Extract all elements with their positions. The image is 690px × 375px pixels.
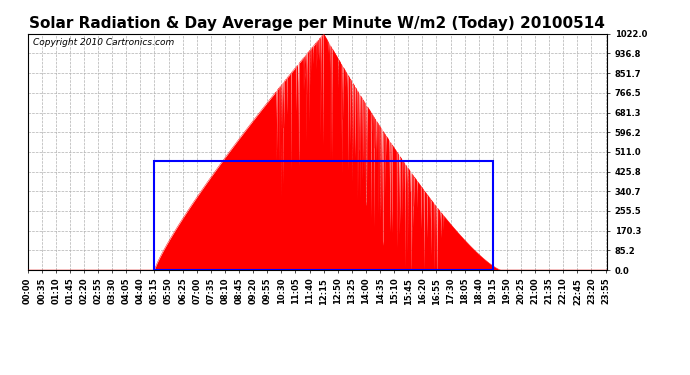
Bar <box>155 161 493 270</box>
Text: Copyright 2010 Cartronics.com: Copyright 2010 Cartronics.com <box>33 39 175 48</box>
Title: Solar Radiation & Day Average per Minute W/m2 (Today) 20100514: Solar Radiation & Day Average per Minute… <box>30 16 605 31</box>
